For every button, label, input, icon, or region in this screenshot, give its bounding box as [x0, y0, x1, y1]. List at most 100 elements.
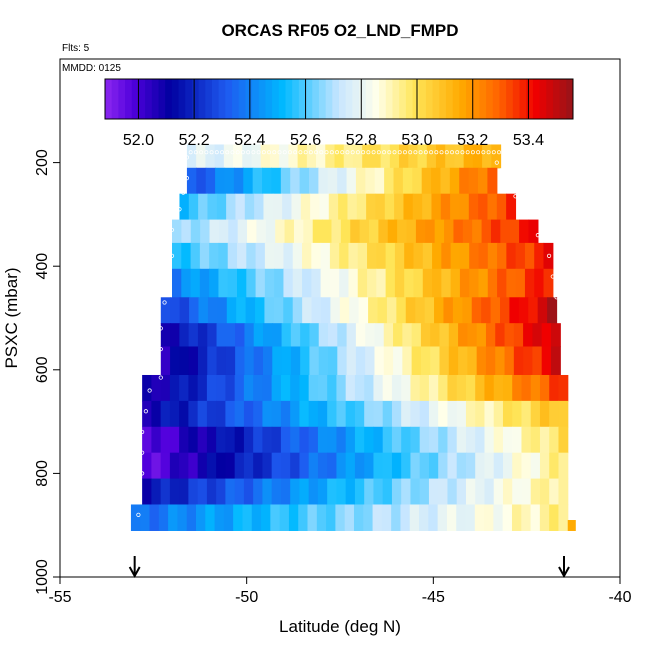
heatmap-cell [269, 144, 280, 169]
heatmap-cell [467, 323, 478, 348]
heatmap-cell [521, 504, 532, 531]
heatmap-cell [160, 297, 171, 324]
heatmap-cell [345, 478, 356, 506]
heatmap-cell [336, 426, 347, 454]
heatmap-cell [487, 242, 498, 270]
heatmap-cell [506, 268, 517, 298]
y-axis: 200 400 600 800 1000 [34, 149, 60, 595]
heatmap-cell [493, 374, 504, 402]
heatmap-cell [430, 323, 441, 348]
heatmap-cell [197, 452, 208, 480]
heatmap-cell [317, 452, 328, 480]
heatmap-cell [465, 504, 476, 531]
colorbar-cell [312, 79, 320, 119]
heatmap-cell [375, 193, 386, 221]
colorbar-cell [131, 79, 139, 119]
heatmap-cell [449, 167, 460, 195]
y-tick-label: 200 [34, 149, 51, 176]
y-tick-label: 800 [34, 460, 51, 487]
heatmap-cell [459, 167, 470, 195]
heatmap-cell [412, 167, 423, 195]
track-point [439, 150, 444, 155]
heatmap-cell [251, 144, 262, 169]
heatmap-cell [401, 452, 412, 480]
heatmap-cell [275, 219, 286, 244]
heatmap-cell [243, 374, 254, 402]
heatmap-cell [567, 520, 576, 531]
heatmap-cell [415, 297, 426, 324]
heatmap-cell [288, 504, 299, 531]
heatmap-cell [421, 167, 432, 195]
heatmap-cell [299, 167, 310, 195]
track-point [324, 150, 329, 155]
chart-title: ORCAS RF05 O2_LND_FMPD [221, 21, 458, 40]
heatmap-cell [440, 193, 451, 221]
heatmap-cell [447, 400, 458, 428]
heatmap-cell [189, 297, 200, 324]
heatmap-cell [196, 144, 206, 169]
heatmap-cell [151, 426, 162, 454]
heatmap-cell [493, 504, 504, 531]
heatmap-cell [368, 297, 379, 324]
heatmap-cell [550, 346, 561, 376]
heatmap-cell [328, 346, 338, 376]
heatmap-cell [524, 242, 535, 270]
heatmap-cell [336, 452, 347, 480]
heatmap-cell [197, 346, 208, 376]
heatmap-cell [462, 219, 473, 244]
heatmap-cell [242, 504, 253, 531]
heatmap-cell [410, 478, 421, 506]
heatmap-cell [179, 323, 190, 348]
heatmap-cell [170, 297, 181, 324]
heatmap-cell [465, 452, 476, 480]
colorbar-cell [385, 79, 393, 119]
heatmap-cell [346, 167, 357, 195]
heatmap-cell [263, 193, 274, 221]
heatmap-cell [308, 478, 319, 506]
heatmap-cell [481, 219, 492, 244]
arrow-layer [128, 556, 570, 579]
heatmap-cell [197, 400, 208, 428]
heatmap-cell [265, 219, 276, 244]
track-point [220, 150, 224, 155]
heatmap-cell [419, 400, 430, 428]
heatmap-cell [337, 346, 348, 376]
track-point [272, 150, 277, 155]
colorbar-cell [352, 79, 360, 119]
heatmap-cell [149, 504, 160, 531]
heatmap-cell [225, 452, 236, 480]
heatmap-cell [376, 268, 387, 298]
heatmap-cell [393, 167, 404, 195]
heatmap-cell [534, 242, 545, 270]
heatmap-cell [290, 374, 301, 402]
track-point [561, 336, 567, 341]
track-point [158, 326, 163, 331]
colorbar-cell [405, 79, 414, 119]
heatmap-cell [316, 504, 327, 531]
heatmap-cell [382, 374, 393, 402]
heatmap-cell [502, 400, 513, 428]
heatmap-cell [558, 478, 569, 506]
heatmap-cell [437, 504, 448, 531]
heatmap-cell [273, 297, 284, 324]
heatmap-cell [456, 400, 467, 428]
heatmap-cell [280, 167, 291, 195]
heatmap-cell [521, 426, 532, 454]
heatmap-cell [454, 144, 465, 169]
heatmap-cell [327, 400, 338, 428]
colorbar-ticks: 52.0 52.2 52.4 52.6 52.8 53.0 53.2 53.4 [123, 79, 544, 149]
heatmap-cell [364, 452, 375, 480]
heatmap-cell [532, 323, 543, 348]
heatmap-cell [456, 478, 467, 506]
colorbar-cell [238, 79, 246, 119]
heatmap-cell [345, 452, 356, 480]
heatmap-cell [327, 167, 338, 195]
heatmap-cell [558, 426, 569, 454]
heatmap-cell [320, 297, 331, 324]
colorbar-cell [318, 79, 327, 119]
colorbar-cell [232, 79, 240, 119]
heatmap-cell [309, 167, 319, 195]
heatmap-cell [186, 144, 197, 169]
heatmap-cell [244, 193, 255, 221]
heatmap-cell [329, 242, 340, 270]
